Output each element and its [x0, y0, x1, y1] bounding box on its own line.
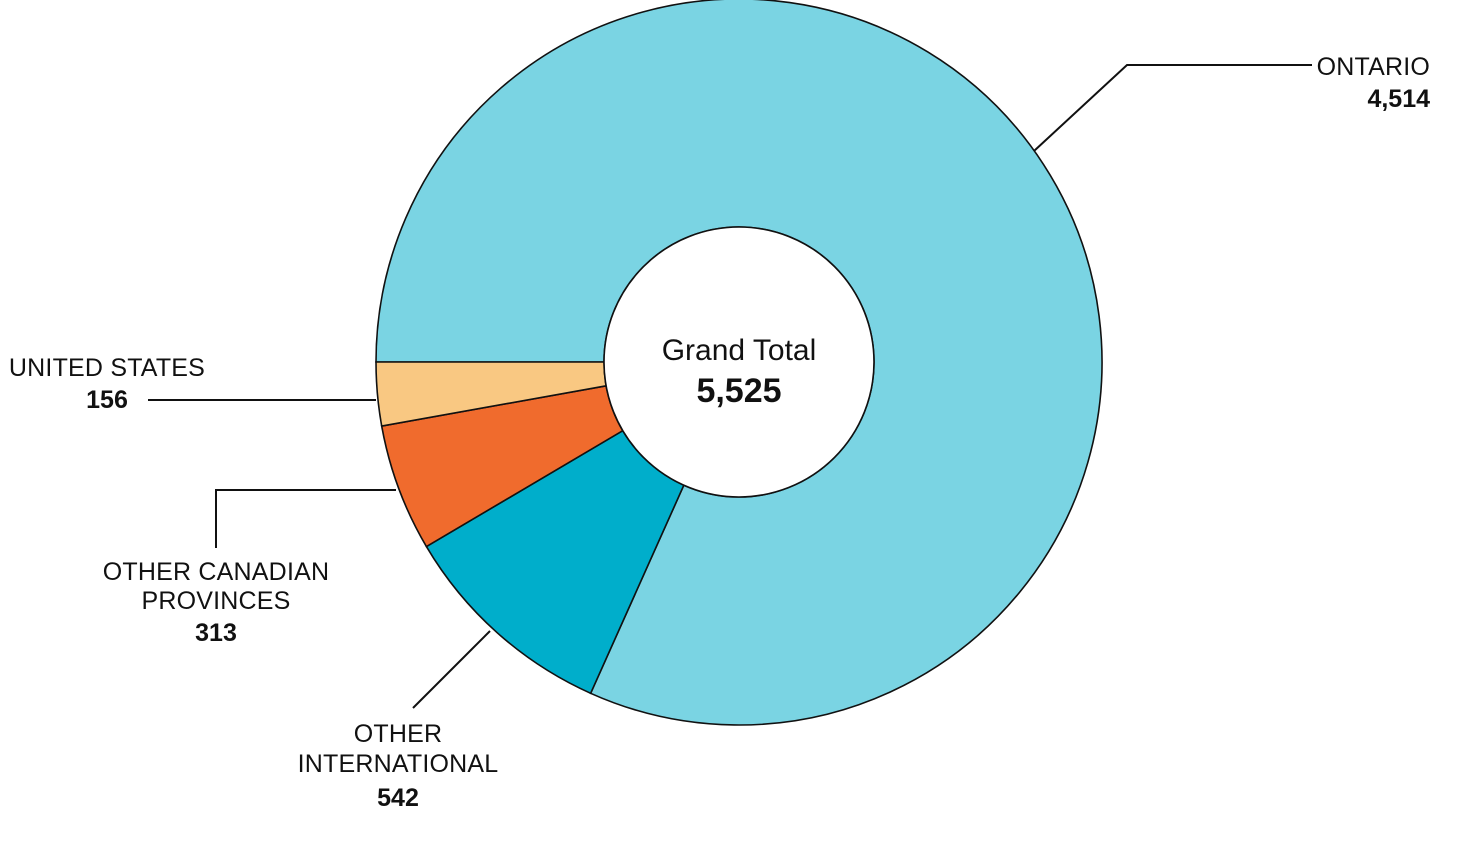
- slice-value-other-international: 542: [377, 784, 419, 812]
- center-label: Grand Total 5,525: [662, 334, 817, 410]
- slice-value-united-states: 156: [86, 386, 128, 414]
- slice-name-other-canadian-provinces-line1: OTHER CANADIAN: [103, 558, 329, 586]
- slice-label-other-canadian-provinces: OTHER CANADIAN PROVINCES 313: [103, 489, 396, 647]
- slice-value-ontario: 4,514: [1367, 85, 1430, 113]
- center-total-value: 5,525: [696, 372, 781, 410]
- donut-hole: [603, 226, 875, 498]
- leader-line-ontario: [1033, 64, 1312, 152]
- leader-line-other-international: [412, 630, 491, 709]
- slice-name-other-canadian-provinces-line2: PROVINCES: [141, 587, 290, 615]
- slice-name-united-states: UNITED STATES: [9, 354, 205, 382]
- slice-label-united-states: UNITED STATES 156: [9, 354, 376, 414]
- slice-value-other-canadian-provinces: 313: [195, 619, 237, 647]
- leader-line-other-canadian-provinces: [215, 489, 396, 548]
- center-title: Grand Total: [662, 334, 817, 367]
- slice-name-ontario: ONTARIO: [1317, 53, 1430, 81]
- slice-label-ontario: ONTARIO 4,514: [1033, 53, 1430, 152]
- slice-name-other-international-line2: INTERNATIONAL: [298, 750, 499, 778]
- donut-slices: [375, 0, 1103, 726]
- slice-name-other-international-line1: OTHER: [354, 720, 443, 748]
- slice-label-other-international: OTHER INTERNATIONAL 542: [298, 630, 499, 812]
